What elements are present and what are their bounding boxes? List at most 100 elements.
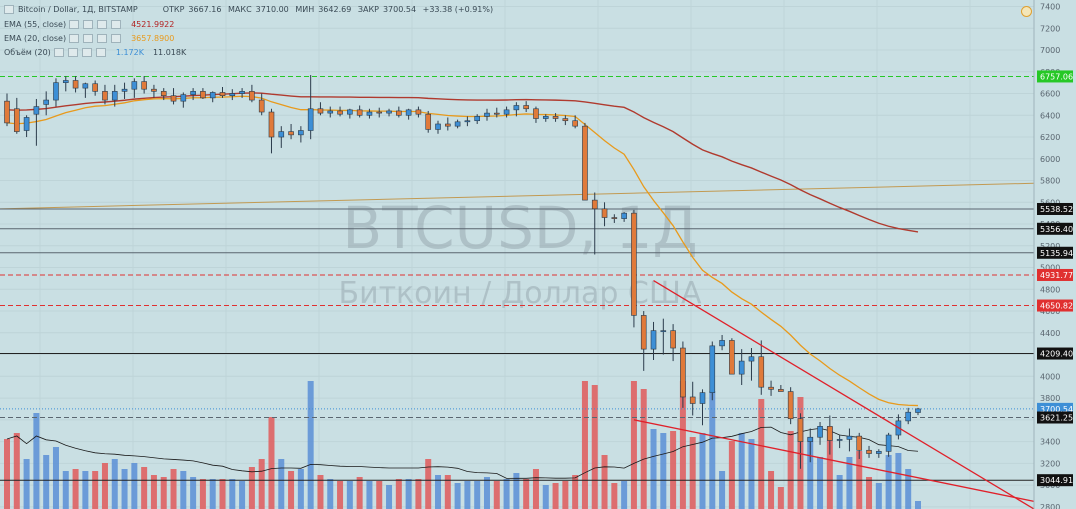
more-icon[interactable] xyxy=(111,20,122,29)
volume-bar xyxy=(660,433,667,509)
volume-bar xyxy=(121,469,128,509)
volume-bar xyxy=(542,485,549,509)
candle-body xyxy=(464,120,471,123)
gear-icon[interactable] xyxy=(67,48,78,57)
volume-bar xyxy=(915,501,921,509)
candle-body xyxy=(209,92,216,99)
volume-bar xyxy=(337,481,344,509)
candle-body xyxy=(200,91,206,99)
candle-body xyxy=(82,83,89,89)
volume-bar xyxy=(630,381,637,509)
ema20-legend[interactable]: EMA (20, close) 3657.8900 xyxy=(4,34,174,43)
ema55-label: EMA (55, close) xyxy=(4,20,67,29)
volume-bar xyxy=(160,477,167,509)
candle-body xyxy=(307,108,314,131)
volume-bar xyxy=(581,381,588,509)
volume-bar xyxy=(297,469,304,509)
volume-bar xyxy=(268,417,275,509)
eye-icon[interactable] xyxy=(69,20,80,29)
ema55-legend[interactable]: EMA (55, close) 4521.9922 xyxy=(4,20,174,29)
candle-body xyxy=(787,391,794,420)
volume-bar xyxy=(229,479,236,509)
price-label-box xyxy=(1037,474,1073,487)
candle-body xyxy=(102,91,108,101)
candle-body xyxy=(151,88,157,92)
candle-body xyxy=(827,426,833,441)
volume-bar xyxy=(180,471,187,509)
open-value: 3667.16 xyxy=(188,5,222,14)
close-icon[interactable] xyxy=(81,48,92,57)
volume-bar xyxy=(258,459,265,509)
volume-bar xyxy=(591,385,598,509)
y-tick-label: 3400 xyxy=(1040,438,1060,447)
settings-icon[interactable] xyxy=(1021,6,1032,17)
volume-bar xyxy=(62,471,69,509)
volume-bar xyxy=(327,479,334,509)
volume-bar xyxy=(621,481,628,509)
gear-icon[interactable] xyxy=(83,34,94,43)
close-icon[interactable] xyxy=(97,20,108,29)
volume-bar xyxy=(248,467,255,509)
ema20-line xyxy=(6,95,919,407)
volume-bar xyxy=(43,455,50,509)
symbol-legend: Bitcoin / Dollar, 1Д, BITSTAMP ОТКР 3667.… xyxy=(4,5,497,14)
channel-upper-line xyxy=(653,280,1035,509)
candle-body xyxy=(699,392,706,404)
volume-bar xyxy=(376,481,383,509)
ema20-value: 3657.8900 xyxy=(131,34,175,43)
candle-body xyxy=(111,91,118,101)
candle-body xyxy=(601,208,608,218)
candle-body xyxy=(396,110,402,116)
y-tick-label: 6600 xyxy=(1040,90,1060,99)
close-icon[interactable] xyxy=(97,34,108,43)
candle-body xyxy=(317,108,324,114)
trend-line xyxy=(0,182,1035,210)
candle-body xyxy=(53,82,59,101)
candle-body xyxy=(523,105,529,110)
gear-icon[interactable] xyxy=(83,20,94,29)
volume-bar xyxy=(150,475,157,509)
volume-total: 11.018K xyxy=(152,48,187,57)
candle-body xyxy=(748,356,755,362)
volume-bar xyxy=(307,381,314,509)
price-label-box xyxy=(1037,202,1073,215)
volume-bar xyxy=(728,441,735,509)
candle-body xyxy=(376,111,383,114)
volume-bar xyxy=(748,439,755,509)
volume-bar xyxy=(611,483,618,509)
candle-body xyxy=(885,434,892,452)
candle-body xyxy=(366,111,373,116)
volume-bar xyxy=(670,431,677,509)
volume-bar xyxy=(170,469,177,509)
candle-body xyxy=(905,411,912,422)
candle-body xyxy=(689,396,696,404)
more-icon[interactable] xyxy=(95,48,106,57)
y-tick-label: 7400 xyxy=(1040,3,1060,12)
candle-body xyxy=(121,88,128,92)
price-label-box xyxy=(1037,268,1073,281)
volume-bar xyxy=(72,469,79,509)
price-label: 3700.54 xyxy=(1040,405,1073,414)
candle-body xyxy=(72,80,79,89)
volume-legend[interactable]: Объём (20) 1.172K 11.018K xyxy=(4,48,186,57)
volume-bar xyxy=(562,481,569,509)
volume-bar xyxy=(875,483,882,509)
price-label-box xyxy=(1037,299,1073,312)
volume-bar xyxy=(826,427,833,509)
volume-bar xyxy=(33,413,40,509)
volume-bar xyxy=(817,457,824,509)
candle-body xyxy=(190,91,196,95)
more-icon[interactable] xyxy=(111,34,122,43)
eye-icon[interactable] xyxy=(53,48,64,57)
volume-bar xyxy=(885,455,892,509)
change-value: +33.38 (+0.91%) xyxy=(422,5,494,14)
price-label-box xyxy=(1037,246,1073,259)
candle-body xyxy=(249,91,255,101)
volume-bar xyxy=(395,479,402,509)
volume-bar xyxy=(532,469,539,509)
candle-body xyxy=(650,330,657,350)
candle-body xyxy=(621,212,627,219)
eye-icon[interactable] xyxy=(69,34,80,43)
candle-body xyxy=(23,117,30,131)
